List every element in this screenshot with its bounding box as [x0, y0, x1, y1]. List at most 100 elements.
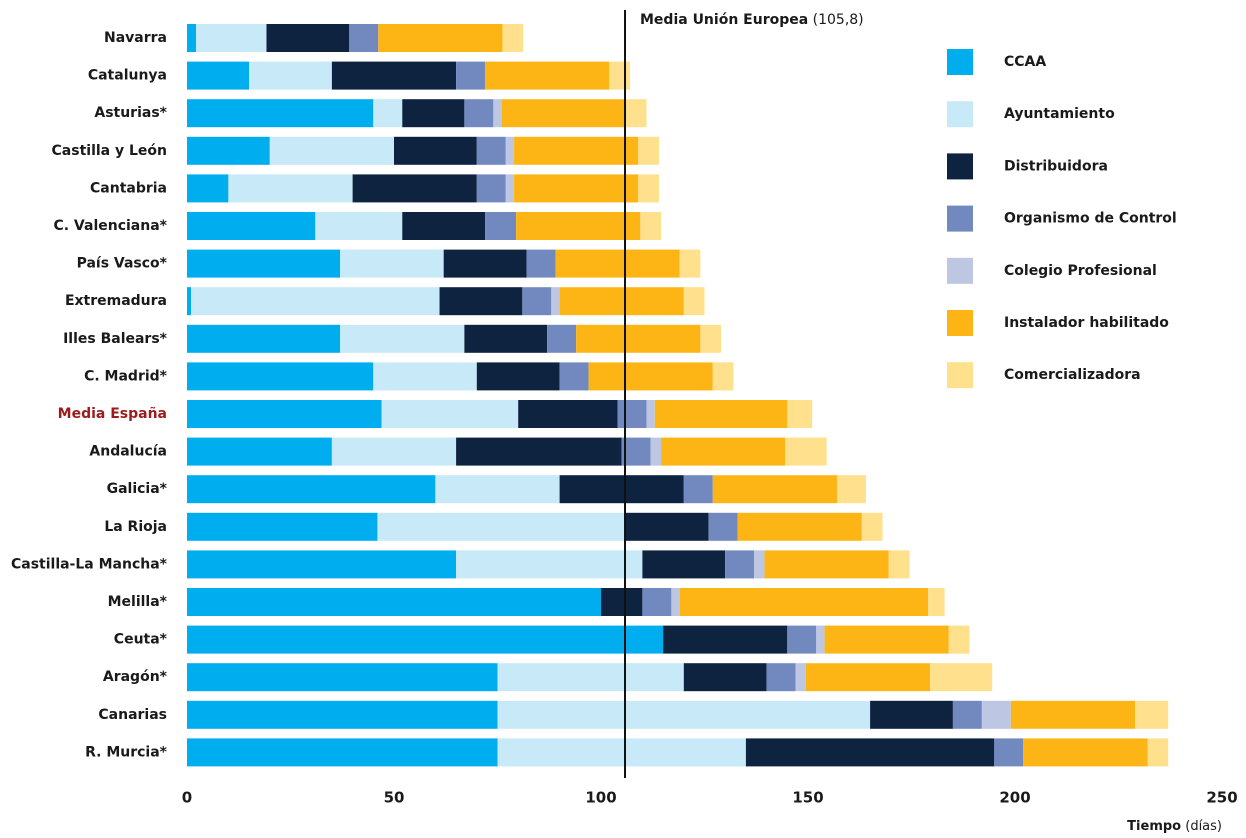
bar-segment — [617, 400, 647, 428]
bar-segment — [522, 287, 552, 316]
bar-segment — [187, 61, 250, 90]
category-label: Illes Balears* — [63, 331, 168, 347]
bar-segment — [725, 550, 755, 579]
bar-segment — [402, 99, 465, 128]
bar-segment — [646, 400, 655, 428]
x-tick-label: 250 — [1206, 789, 1237, 807]
category-label: Cantabria — [90, 180, 167, 196]
legend-label: Instalador habilitado — [1004, 315, 1169, 331]
bar-segment — [870, 700, 953, 729]
bar-segment — [654, 400, 788, 428]
bar-segment — [518, 400, 618, 428]
bar-segment — [888, 550, 910, 579]
bar-segment — [443, 249, 527, 278]
bar-segment — [930, 663, 993, 692]
bar-segment — [588, 362, 713, 391]
x-tick-label: 100 — [585, 789, 616, 807]
bar-segment — [191, 287, 440, 316]
bar-segment — [638, 136, 659, 165]
bar-segment — [476, 136, 506, 165]
category-label: Castilla y León — [52, 143, 167, 159]
bar-segment — [625, 99, 647, 128]
category-label: La Rioja — [104, 519, 167, 535]
category-label: Extremadura — [65, 293, 167, 309]
bar-segment — [1010, 700, 1136, 729]
bar-segment — [187, 287, 192, 316]
bar-segment — [642, 550, 726, 579]
bar-segment — [559, 475, 684, 504]
bar-segment — [464, 99, 494, 128]
x-axis-label: Tiempo (días) — [1127, 819, 1222, 834]
x-label-unit: (días) — [1185, 819, 1222, 834]
bar-segment — [1023, 738, 1148, 767]
bar-segment — [764, 550, 889, 579]
category-label: Melilla* — [108, 594, 168, 610]
bar-segment — [381, 400, 519, 428]
bar-segment — [663, 625, 788, 654]
bar-segment — [187, 550, 457, 579]
bar-segment — [805, 663, 931, 692]
bar-segment — [456, 437, 622, 466]
category-label: C. Valenciana* — [53, 218, 167, 234]
bar-segment — [559, 287, 684, 316]
bar-segment — [456, 550, 643, 579]
bar-segment — [754, 550, 765, 579]
bar-segment — [378, 24, 503, 52]
annotation-value: (105,8) — [813, 12, 864, 28]
bar-segment — [952, 700, 982, 729]
bar-segment — [816, 625, 825, 654]
bar-segment — [679, 588, 929, 616]
category-label: Canarias — [98, 707, 167, 723]
bar-segment — [187, 437, 332, 466]
bar-segment — [547, 324, 577, 353]
bar-segment — [700, 324, 722, 353]
bar-segment — [187, 212, 316, 240]
bar-segment — [187, 249, 341, 278]
bar-segment — [766, 663, 796, 692]
bar-segment — [514, 174, 639, 203]
bar-segment — [269, 136, 394, 165]
bar-segment — [1147, 738, 1169, 767]
bar-segment — [609, 61, 630, 90]
bar-segment — [551, 287, 560, 316]
bar-segment — [266, 24, 350, 52]
category-label: Ceuta* — [114, 632, 168, 648]
bar-segment — [601, 588, 643, 616]
bar-segment — [497, 663, 684, 692]
bar-segment — [187, 324, 341, 353]
bar-segment — [559, 362, 589, 391]
bar-segment — [497, 738, 746, 767]
bar-segment — [435, 475, 560, 504]
bar-segment — [679, 249, 701, 278]
legend-label: Comercializadora — [1004, 367, 1141, 383]
bar-segment — [377, 512, 626, 541]
bar-segment — [373, 99, 403, 128]
bar-segment — [785, 437, 827, 466]
x-tick-label: 150 — [792, 789, 823, 807]
bar-segment — [994, 738, 1024, 767]
bar-segment — [187, 663, 498, 692]
bar-segment — [187, 136, 270, 165]
bar-segment — [981, 700, 1011, 729]
bar-segment — [394, 136, 477, 165]
legend-swatch — [947, 362, 973, 389]
legend-label: Organismo de Control — [1004, 211, 1177, 227]
bar-segment — [824, 625, 949, 654]
bar-segment — [331, 437, 457, 466]
category-label: Castilla-La Mancha* — [11, 556, 168, 572]
bar-segment — [187, 700, 498, 729]
category-label: Catalunya — [88, 68, 167, 84]
category-label: Andalucía — [89, 444, 167, 460]
bar-segment — [661, 437, 786, 466]
bar-segment — [485, 61, 610, 90]
legend-swatch — [947, 153, 973, 180]
bar-segment — [1135, 700, 1169, 729]
annotation-text: Media Unión Europea — [640, 12, 808, 28]
bar-segment — [625, 512, 709, 541]
category-label: R. Murcia* — [85, 744, 168, 760]
bar-segment — [187, 475, 436, 504]
bar-segment — [514, 136, 639, 165]
bar-segment — [476, 174, 506, 203]
bar-segment — [502, 24, 524, 52]
bar-segment — [249, 61, 332, 90]
